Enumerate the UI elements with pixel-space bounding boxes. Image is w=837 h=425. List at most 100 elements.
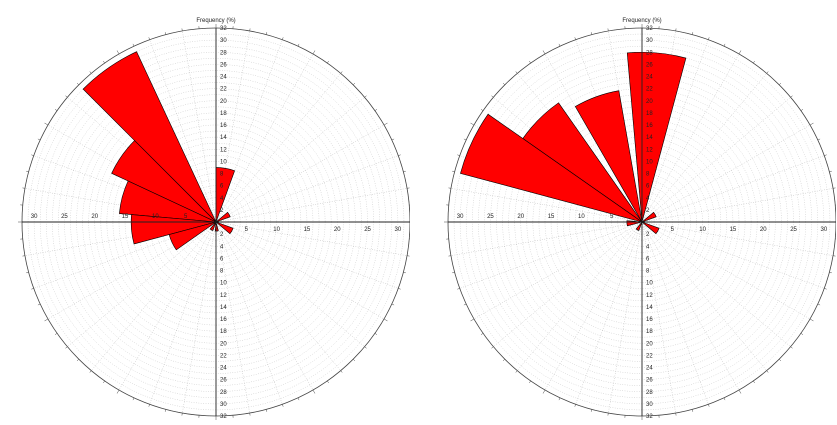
axes	[22, 28, 410, 416]
grid-spoke	[641, 155, 825, 223]
tick-label-down: 2	[220, 232, 224, 238]
tick-label-down: 16	[646, 317, 653, 323]
tick-label-down: 20	[220, 341, 227, 347]
tick-label-right: 30	[821, 227, 828, 233]
grid-spoke	[91, 221, 217, 371]
outer-tick	[327, 380, 329, 384]
tick-label-right: 30	[395, 227, 402, 233]
tick-label-up: 32	[220, 26, 227, 32]
rose-sector-4	[168, 221, 217, 251]
outer-tick	[148, 404, 150, 407]
tick-label-down: 14	[646, 305, 653, 311]
outer-tick	[574, 404, 576, 407]
outer-tick	[457, 288, 460, 290]
outer-tick	[708, 37, 710, 40]
outer-tick	[327, 60, 329, 64]
outer-tick	[403, 170, 406, 173]
tick-label-up: 26	[220, 62, 227, 68]
tick-label-down: 18	[646, 329, 653, 335]
outer-tick	[723, 397, 726, 401]
grid-spoke	[608, 221, 643, 414]
tick-label-down: 28	[220, 390, 227, 396]
tick-label-down: 28	[646, 390, 653, 396]
rose-sector-5	[641, 211, 657, 223]
outer-tick	[37, 303, 41, 306]
outer-tick	[383, 318, 388, 322]
grid-spoke	[544, 221, 643, 391]
tick-label-up: 18	[220, 111, 227, 117]
outer-tick	[391, 303, 395, 306]
tick-label-down: 12	[646, 293, 653, 299]
grid-spoke	[493, 221, 643, 347]
outer-tick	[738, 50, 742, 55]
outer-tick	[164, 409, 167, 412]
outer-tick	[558, 43, 561, 47]
outer-tick	[691, 409, 694, 412]
outer-tick	[89, 71, 92, 74]
tick-label-down: 30	[220, 402, 227, 408]
tick-label-down: 22	[220, 353, 227, 359]
tick-label-left: 15	[548, 214, 555, 220]
outer-tick	[383, 122, 388, 126]
radial-axis-title: Frequency (%)	[622, 18, 661, 24]
rose-chart-right: Frequency (%) 2 2 4 4 6 6 8 8 10 10 12 12 14 14 16 16 18 1…	[426, 0, 836, 425]
outer-tick	[44, 122, 49, 126]
outer-tick	[148, 37, 150, 40]
axes	[448, 28, 836, 416]
outer-tick	[529, 380, 531, 384]
outer-tick	[31, 154, 34, 156]
tick-label-right: 25	[364, 227, 371, 233]
tick-label-up: 14	[220, 135, 227, 141]
tick-label-right: 15	[304, 227, 311, 233]
tick-label-down: 8	[646, 269, 650, 275]
outer-tick	[800, 109, 804, 111]
outer-tick	[766, 370, 769, 373]
tick-label-right: 5	[245, 227, 249, 233]
outer-tick	[391, 138, 395, 141]
outer-tick	[529, 60, 531, 64]
tick-label-right: 15	[730, 227, 737, 233]
outer-tick	[65, 346, 68, 349]
outer-tick	[790, 346, 793, 349]
tick-label-down: 20	[646, 341, 653, 347]
tick-label-down: 12	[220, 293, 227, 299]
tick-label-up: 8	[646, 172, 650, 178]
outer-tick	[76, 82, 79, 85]
tick-label-down: 26	[220, 378, 227, 384]
tick-label-down: 18	[220, 329, 227, 335]
tick-label-left: 5	[610, 214, 614, 220]
tick-label-up: 16	[646, 123, 653, 129]
tick-label-left: 20	[517, 214, 524, 220]
outer-tick	[37, 138, 41, 141]
tick-label-left: 10	[578, 214, 585, 220]
outer-tick	[590, 409, 593, 412]
tick-label-up: 12	[220, 147, 227, 153]
tick-label-down: 24	[220, 366, 227, 372]
tick-label-up: 4	[646, 196, 650, 202]
rose-sector-9	[209, 221, 217, 231]
outer-tick	[829, 271, 832, 274]
outer-tick	[738, 389, 742, 394]
grid-spoke	[215, 155, 399, 223]
outer-tick	[54, 333, 58, 335]
tick-label-up: 28	[220, 50, 227, 56]
outer-tick	[403, 271, 406, 274]
tick-label-up: 24	[220, 75, 227, 81]
rose-sector-0	[82, 51, 217, 223]
tick-label-up: 14	[646, 135, 653, 141]
rose-sector-6	[641, 221, 660, 235]
outer-tick	[817, 138, 821, 141]
tick-label-up: 28	[646, 50, 653, 56]
grid-spoke	[215, 97, 365, 223]
outer-tick	[590, 32, 593, 35]
outer-tick	[502, 82, 505, 85]
tick-label-up: 10	[220, 159, 227, 165]
outer-tick	[800, 333, 804, 335]
grid-spoke	[575, 221, 643, 405]
tick-label-right: 25	[790, 227, 797, 233]
grid-spoke	[182, 221, 217, 414]
outer-tick	[753, 380, 755, 384]
outer-tick	[809, 318, 814, 322]
rose-sector-6	[215, 211, 231, 223]
tick-label-right: 10	[273, 227, 280, 233]
